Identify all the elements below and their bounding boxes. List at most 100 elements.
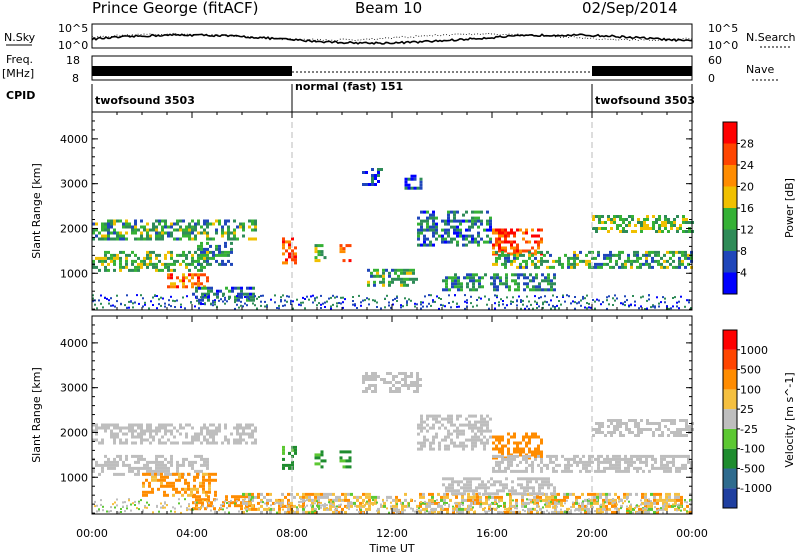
echo-cell (659, 498, 662, 502)
echo-cell (410, 372, 413, 375)
echo-cell (540, 237, 543, 241)
echo-cell (604, 501, 606, 504)
echo-cell (119, 231, 122, 235)
echo-cell (532, 285, 535, 289)
echo-cell (238, 306, 240, 309)
echo-cell (131, 432, 134, 436)
echo-cell (592, 299, 594, 301)
echo-cell (432, 414, 435, 418)
echo-cell (596, 499, 598, 501)
echo-cell (251, 507, 254, 511)
echo-cell (278, 501, 281, 505)
echo-cell (665, 507, 668, 511)
echo-cell (506, 507, 509, 511)
echo-cell (670, 431, 673, 434)
echo-cell (461, 501, 464, 505)
echo-cell (194, 259, 197, 263)
echo-cell (191, 438, 194, 442)
echo-cell (249, 295, 252, 299)
echo-cell (469, 276, 472, 280)
echo-cell (450, 219, 453, 223)
echo-cell (191, 460, 194, 464)
echo-cell (374, 183, 377, 186)
echo-cell (210, 286, 213, 290)
echo-cell (358, 294, 360, 297)
echo-cell (179, 253, 182, 257)
echo-cell (451, 276, 454, 280)
echo-cell (481, 480, 484, 484)
echo-cell (161, 234, 164, 238)
echo-cell (555, 469, 558, 473)
echo-cell (280, 505, 282, 508)
echo-cell (519, 441, 522, 445)
echo-cell (158, 234, 161, 238)
echo-cell (227, 253, 230, 257)
echo-cell (580, 304, 582, 307)
echo-cell (278, 500, 280, 503)
echo-cell (98, 472, 101, 476)
echo-cell (597, 463, 600, 467)
echo-cell (234, 498, 237, 502)
echo-cell (404, 177, 408, 181)
echo-cell (179, 432, 182, 436)
echo-cell (453, 219, 456, 223)
echo-cell (98, 237, 101, 241)
echo-cell (480, 222, 483, 226)
echo-cell (214, 478, 217, 482)
echo-cell (600, 265, 603, 269)
echo-cell (113, 438, 116, 442)
echo-cell (606, 501, 608, 504)
echo-cell (547, 477, 550, 481)
echo-cell (287, 492, 290, 496)
echo-cell (576, 463, 579, 467)
echo-cell (523, 486, 526, 490)
echo-cell (519, 450, 522, 454)
echo-cell (155, 469, 158, 473)
echo-cell (663, 457, 666, 461)
echo-cell (501, 262, 504, 266)
echo-cell (468, 504, 470, 507)
echo-cell (512, 505, 514, 508)
echo-cell (236, 432, 239, 436)
echo-cell (456, 231, 459, 235)
echo-cell (607, 218, 610, 221)
echo-cell (474, 438, 477, 442)
echo-cell (474, 426, 477, 430)
echo-cell (628, 215, 631, 218)
echo-cell (110, 429, 113, 433)
echo-cell (365, 390, 368, 393)
echo-cell (610, 434, 613, 437)
echo-cell (281, 492, 284, 496)
echo-cell (113, 219, 116, 223)
echo-cell (226, 502, 228, 504)
echo-cell (668, 307, 670, 310)
echo-cell (463, 492, 466, 496)
echo-cell (100, 302, 102, 305)
echo-cell (528, 450, 531, 454)
echo-cell (630, 262, 633, 266)
echo-cell (131, 231, 134, 235)
echo-cell (469, 483, 472, 487)
echo-cell (497, 504, 500, 508)
echo-cell (302, 301, 304, 304)
echo-cell (480, 237, 483, 241)
echo-cell (456, 243, 459, 247)
echo-cell (671, 498, 674, 502)
echo-cell (602, 492, 605, 496)
echo-cell (426, 438, 429, 442)
echo-cell (194, 469, 197, 473)
echo-cell (368, 502, 370, 505)
echo-cell (368, 183, 371, 186)
echo-cell (282, 503, 284, 506)
echo-cell (540, 240, 543, 244)
echo-cell (376, 274, 379, 278)
echo-cell (618, 253, 621, 257)
echo-cell (206, 262, 209, 266)
echo-cell (254, 222, 257, 226)
echo-cell (541, 477, 544, 481)
echo-cell (601, 422, 604, 425)
echo-cell (149, 460, 152, 464)
echo-cell (155, 268, 158, 272)
echo-cell (548, 504, 551, 508)
echo-cell (143, 463, 146, 467)
